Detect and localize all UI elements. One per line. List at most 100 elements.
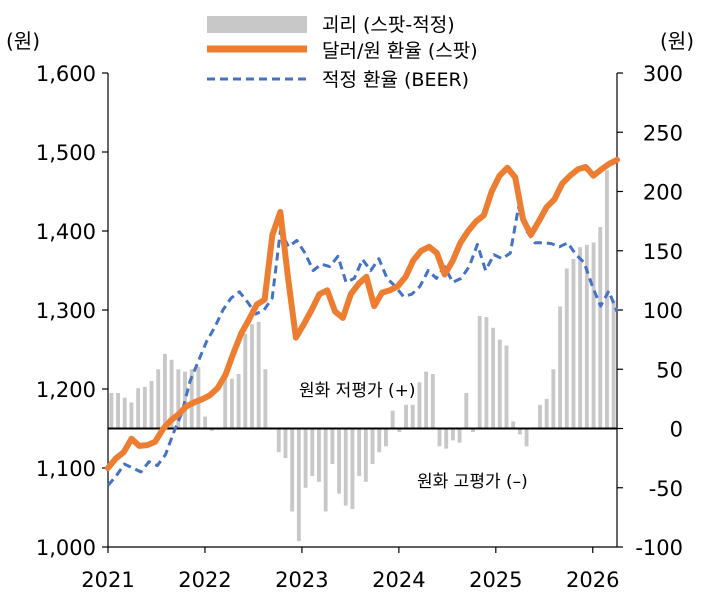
gap-bar — [136, 388, 141, 429]
gap-bar — [256, 321, 261, 429]
gap-bar — [430, 373, 435, 429]
gap-bar — [457, 428, 462, 443]
gap-bar — [276, 428, 281, 453]
gap-bar — [337, 428, 341, 494]
gap-bar — [162, 353, 167, 429]
gap-bar — [591, 242, 596, 429]
gap-bar — [558, 306, 563, 429]
x-axis-tick-label: 2025 — [469, 568, 522, 592]
gap-bar — [564, 268, 569, 429]
left-axis-unit: (원) — [6, 29, 40, 53]
gap-bar — [310, 428, 315, 476]
gap-bar — [229, 378, 234, 429]
left-axis-tick-label: 1,300 — [36, 299, 96, 323]
right-axis-tick-label: 300 — [643, 62, 683, 86]
gap-bar — [122, 397, 127, 429]
gap-bar — [477, 315, 482, 429]
gap-bar — [471, 428, 475, 433]
right-axis-tick-label: -100 — [635, 536, 683, 560]
gap-bar — [250, 324, 254, 429]
gap-bar — [611, 300, 616, 429]
left-axis-tick-label: 1,500 — [36, 141, 96, 165]
gap-bar — [511, 421, 516, 429]
gap-bar — [524, 428, 529, 447]
annotation-overvalued: 원화 고평가 (–) — [417, 472, 528, 492]
legend-label-gap: 괴리 (스팟-적정) — [322, 14, 455, 36]
x-axis-tick-label: 2024 — [372, 568, 425, 592]
gap-bar — [404, 404, 408, 429]
gap-bar — [323, 428, 328, 512]
beer-line — [106, 205, 619, 487]
gap-bar — [464, 392, 469, 429]
gap-bar — [390, 410, 395, 429]
gap-bar — [551, 369, 556, 429]
gap-bar — [605, 170, 609, 429]
gap-bar — [384, 428, 388, 447]
x-axis-tick-label: 2021 — [81, 568, 134, 592]
x-axis-labels: 2021 2022 2023 2024 2025 2026 — [81, 568, 619, 592]
gap-bar — [444, 428, 449, 449]
gap-bar — [598, 227, 603, 429]
gap-bar — [296, 428, 301, 542]
gap-bar — [397, 428, 402, 433]
right-axis-tick-label: 50 — [656, 358, 683, 382]
gap-bar — [116, 392, 120, 429]
gap-bar — [243, 333, 248, 429]
gap-bar — [377, 428, 382, 453]
gap-bar — [263, 369, 268, 429]
gap-bar — [578, 247, 583, 429]
gap-bar — [350, 428, 355, 510]
gap-bar — [142, 387, 147, 429]
gap-bar — [544, 398, 549, 429]
gap-bar — [129, 402, 134, 429]
gap-bar — [223, 371, 228, 429]
gap-bar — [290, 428, 295, 512]
left-axis-tick-label: 1,200 — [36, 378, 96, 402]
left-axis-labels: 1,000 1,100 1,200 1,300 1,400 1,500 1,600 — [36, 62, 96, 560]
legend-label-spot: 달러/원 환율 (스팟) — [322, 40, 478, 62]
gap-bar — [283, 428, 288, 459]
right-axis-tick-label: -50 — [649, 477, 683, 501]
right-axis-tick-label: 200 — [643, 181, 683, 205]
gap-bar — [363, 428, 368, 482]
gap-bar — [450, 428, 455, 441]
x-axis-tick-label: 2023 — [275, 568, 328, 592]
annotation-undervalued: 원화 저평가 (+) — [299, 381, 416, 401]
left-axis-tick-label: 1,100 — [36, 457, 96, 481]
left-axis-tick-label: 1,600 — [36, 62, 96, 86]
gap-bar — [183, 371, 187, 429]
left-axis-tick-label: 1,400 — [36, 220, 96, 244]
gap-bar — [109, 392, 114, 429]
gap-bar — [236, 373, 241, 429]
right-axis-unit: (원) — [660, 29, 694, 53]
gap-bar — [437, 428, 442, 447]
gap-bar — [491, 327, 496, 429]
gap-bar — [343, 428, 348, 506]
gap-bar — [176, 369, 181, 429]
gap-bar — [410, 404, 415, 429]
right-axis-tick-label: 150 — [643, 240, 683, 264]
gap-bar — [303, 428, 308, 488]
gap-bar — [504, 345, 509, 429]
gap-bar — [330, 428, 335, 465]
gap-bar — [517, 428, 522, 435]
right-axis-tick-label: 0 — [670, 418, 683, 442]
gap-bar — [156, 369, 161, 429]
gap-bar — [357, 428, 362, 476]
gap-bar — [417, 382, 422, 429]
axis-ticks — [102, 72, 623, 553]
gap-bar — [149, 381, 154, 429]
x-axis-tick-label: 2022 — [178, 568, 231, 592]
gap-bar — [571, 259, 576, 429]
gap-bar — [424, 371, 429, 429]
gap-bar — [370, 428, 375, 465]
left-axis-tick-label: 1,000 — [36, 536, 96, 560]
gap-bar — [584, 244, 589, 429]
legend-swatch-gap — [207, 16, 307, 33]
legend-label-beer: 적정 환율 (BEER) — [322, 69, 469, 91]
gap-bar — [317, 428, 321, 482]
x-axis-tick-label: 2026 — [566, 568, 619, 592]
legend: 괴리 (스팟-적정) 달러/원 환율 (스팟) 적정 환율 (BEER) — [207, 14, 478, 91]
right-axis-tick-label: 100 — [643, 299, 683, 323]
